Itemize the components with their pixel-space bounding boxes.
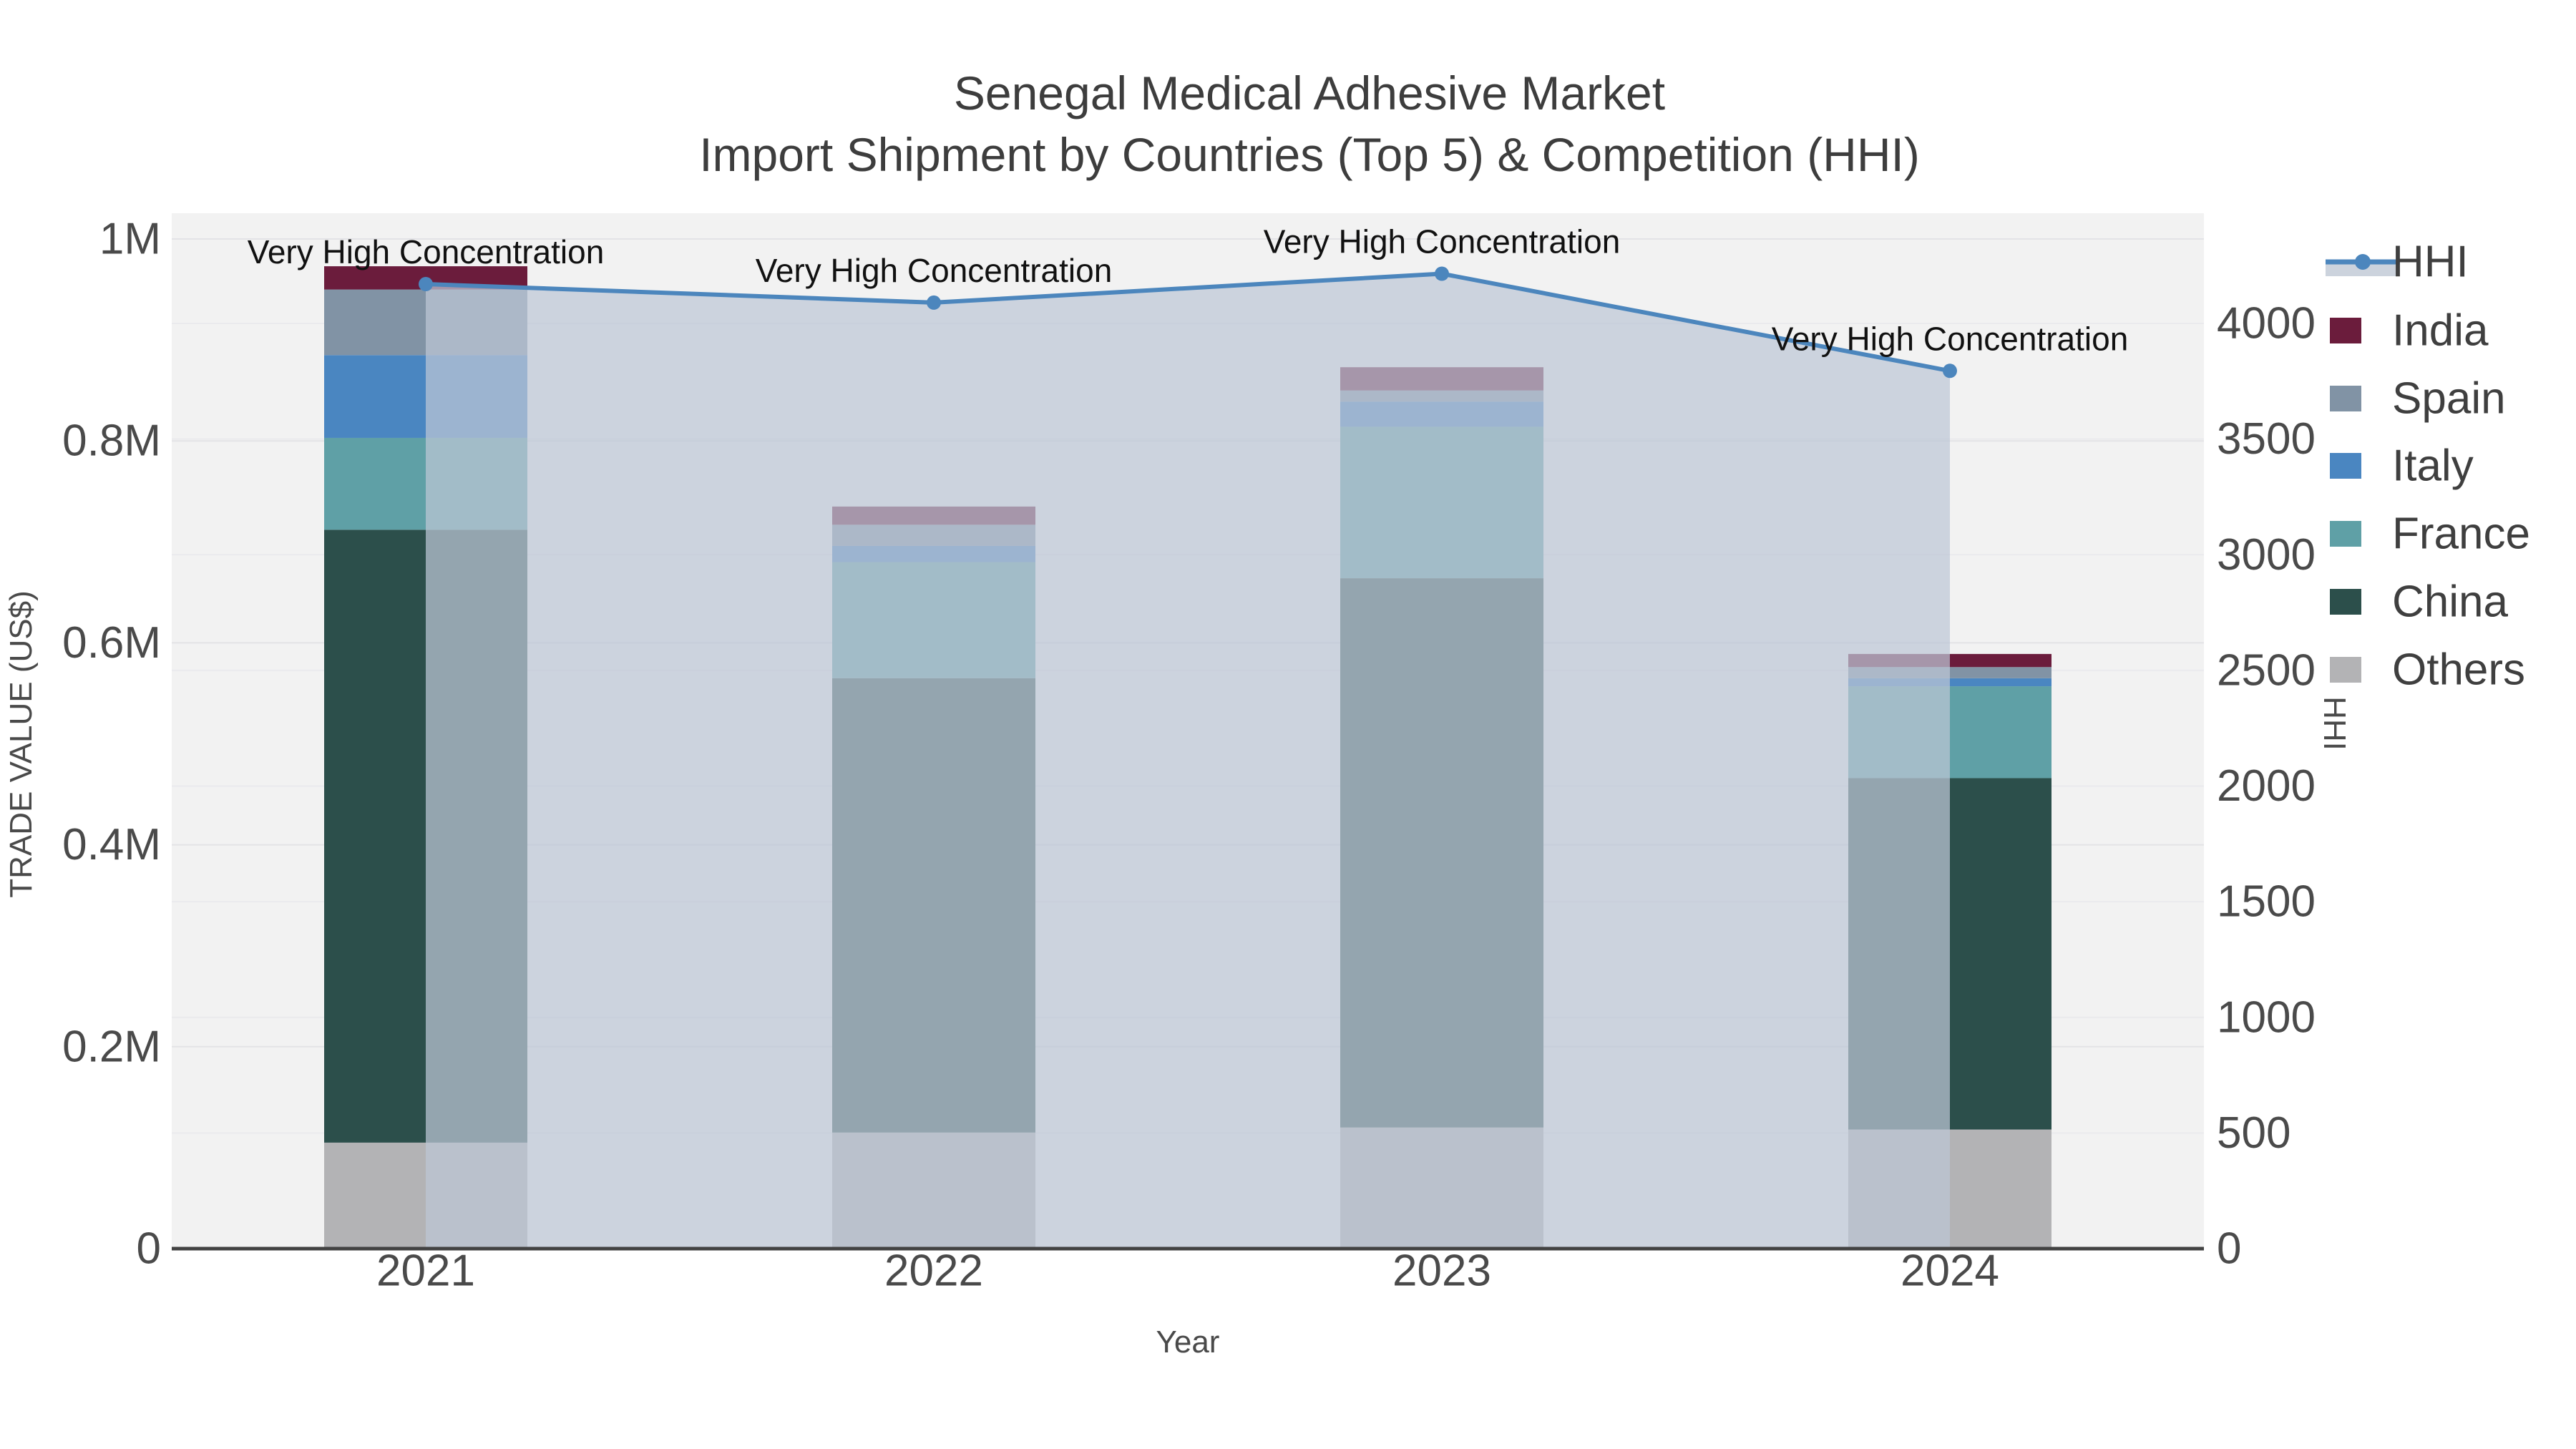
y-right-tick-2500: 2500 [2217, 645, 2316, 695]
y-right-tick-1000: 1000 [2217, 992, 2316, 1042]
legend-item-italy[interactable]: Italy [2392, 441, 2474, 491]
x-tick-2023: 2023 [1392, 1246, 1491, 1296]
hhi-marker-2021[interactable] [419, 277, 433, 292]
hhi-marker-2022[interactable] [927, 295, 941, 310]
y-left-tick-1M: 1M [99, 215, 161, 264]
legend-item-hhi[interactable]: HHI [2392, 238, 2469, 287]
y-left-tick-0.6M: 0.6M [62, 618, 161, 668]
y-right-tick-3000: 3000 [2217, 530, 2316, 580]
legend-swatch-spain [2330, 386, 2361, 411]
page-title: Senegal Medical Adhesive Market [953, 67, 1666, 119]
x-tick-2021: 2021 [376, 1246, 475, 1296]
legend-swatch-china [2330, 589, 2361, 615]
y-right-tick-3500: 3500 [2217, 414, 2316, 464]
legend-swatch-italy [2330, 453, 2361, 479]
y-left-tick-0.8M: 0.8M [62, 416, 161, 466]
legend-item-france[interactable]: France [2392, 509, 2530, 559]
y-left-tick-0: 0 [137, 1224, 161, 1274]
y-axis-title-left: TRADE VALUE (US$) [4, 590, 39, 898]
y-right-tick-0: 0 [2217, 1224, 2241, 1274]
y-left-tick-0.2M: 0.2M [62, 1022, 161, 1071]
hhi-area-fill [426, 273, 1950, 1249]
y-axis-title-right: HHI [2317, 696, 2352, 751]
y-right-tick-2000: 2000 [2217, 761, 2316, 811]
hhi-marker-2023[interactable] [1435, 266, 1449, 281]
legend-item-india[interactable]: India [2392, 306, 2489, 356]
legend-swatch-india [2330, 318, 2361, 343]
y-right-tick-1500: 1500 [2217, 877, 2316, 927]
x-tick-2024: 2024 [1901, 1246, 1999, 1296]
annotation-2021: Very High Concentration [248, 233, 605, 270]
annotation-2022: Very High Concentration [756, 252, 1113, 289]
legend-swatch-others [2330, 657, 2361, 683]
y-right-tick-500: 500 [2217, 1108, 2290, 1158]
y-right-tick-4000: 4000 [2217, 299, 2316, 348]
page-subtitle: Import Shipment by Countries (Top 5) & C… [699, 128, 1920, 181]
x-tick-2022: 2022 [884, 1246, 983, 1296]
hhi-line [425, 271, 1951, 374]
legend-item-spain[interactable]: Spain [2392, 374, 2506, 424]
x-axis-title: Year [1156, 1324, 1220, 1360]
legend-swatch-france [2330, 521, 2361, 547]
legend-hhi-marker-swatch [2355, 254, 2371, 270]
annotation-2024: Very High Concentration [1772, 320, 2129, 357]
annotation-2023: Very High Concentration [1264, 223, 1621, 260]
y-left-tick-0.4M: 0.4M [62, 820, 161, 869]
legend-item-china[interactable]: China [2392, 577, 2509, 627]
hhi-marker-2024[interactable] [1943, 364, 1957, 379]
legend-item-others[interactable]: Others [2392, 645, 2525, 695]
